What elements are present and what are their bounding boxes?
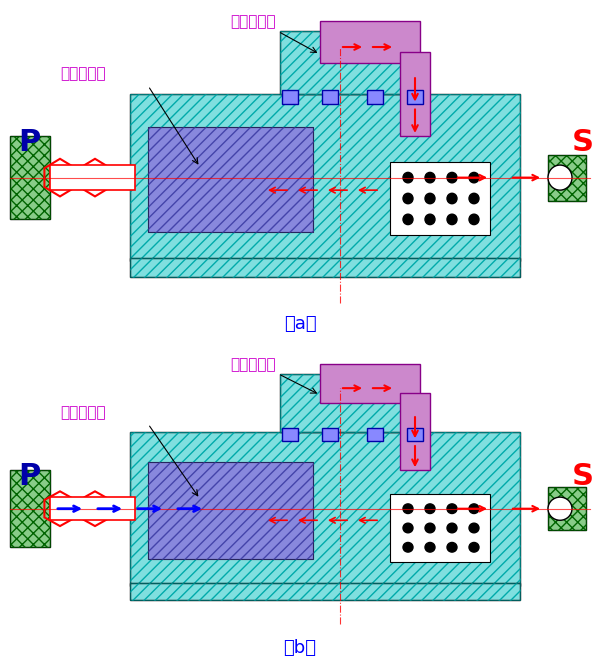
Circle shape <box>447 172 457 183</box>
Bar <box>548 154 586 201</box>
Bar <box>400 393 430 470</box>
Bar <box>10 470 50 547</box>
Bar <box>130 258 520 277</box>
Bar <box>282 90 298 105</box>
Circle shape <box>447 504 457 514</box>
Bar <box>50 165 135 190</box>
Text: P: P <box>18 129 40 158</box>
Text: 偶数档气管: 偶数档气管 <box>60 66 106 82</box>
Bar <box>148 462 313 559</box>
Bar <box>390 162 490 235</box>
Circle shape <box>469 542 479 552</box>
Bar <box>280 374 410 432</box>
Bar <box>130 583 520 600</box>
Circle shape <box>469 504 479 514</box>
Bar <box>320 21 420 63</box>
Bar <box>148 127 313 232</box>
Circle shape <box>425 523 435 533</box>
Circle shape <box>403 172 413 183</box>
Bar <box>548 487 586 530</box>
Circle shape <box>447 194 457 204</box>
Bar <box>367 428 383 441</box>
Bar <box>280 31 410 94</box>
Circle shape <box>403 523 413 533</box>
Text: （a）: （a） <box>284 315 316 333</box>
Circle shape <box>469 194 479 204</box>
Text: 奇数档气管: 奇数档气管 <box>230 357 275 372</box>
Bar <box>282 428 298 441</box>
Circle shape <box>548 165 572 190</box>
Circle shape <box>447 523 457 533</box>
Circle shape <box>425 194 435 204</box>
Circle shape <box>548 497 572 520</box>
Bar <box>10 136 50 219</box>
FancyBboxPatch shape <box>130 94 520 261</box>
Circle shape <box>447 542 457 552</box>
Circle shape <box>403 194 413 204</box>
Text: 奇数档气管: 奇数档气管 <box>230 14 275 29</box>
Circle shape <box>469 172 479 183</box>
Circle shape <box>425 172 435 183</box>
Bar <box>130 258 520 277</box>
Text: S: S <box>572 129 594 158</box>
Bar <box>280 374 410 432</box>
Bar <box>50 497 135 520</box>
Bar <box>148 127 313 232</box>
Bar <box>407 90 423 105</box>
Bar <box>390 494 490 562</box>
Bar <box>548 487 586 530</box>
Bar <box>367 90 383 105</box>
Bar <box>10 470 50 547</box>
Circle shape <box>403 504 413 514</box>
Bar <box>130 583 520 600</box>
Text: 偶数档气管: 偶数档气管 <box>60 405 106 420</box>
Circle shape <box>469 523 479 533</box>
Bar <box>322 90 338 105</box>
Circle shape <box>403 542 413 552</box>
Text: P: P <box>18 461 40 491</box>
Bar <box>407 428 423 441</box>
Circle shape <box>469 214 479 225</box>
Circle shape <box>447 214 457 225</box>
Bar <box>548 154 586 201</box>
Bar <box>10 136 50 219</box>
Bar <box>400 52 430 136</box>
Circle shape <box>425 542 435 552</box>
Text: S: S <box>572 461 594 491</box>
Circle shape <box>425 504 435 514</box>
Bar <box>322 428 338 441</box>
Text: （b）: （b） <box>284 639 317 657</box>
Circle shape <box>403 214 413 225</box>
Bar <box>148 462 313 559</box>
Bar <box>320 364 420 402</box>
Circle shape <box>425 214 435 225</box>
Bar <box>280 31 410 94</box>
FancyBboxPatch shape <box>130 432 520 586</box>
